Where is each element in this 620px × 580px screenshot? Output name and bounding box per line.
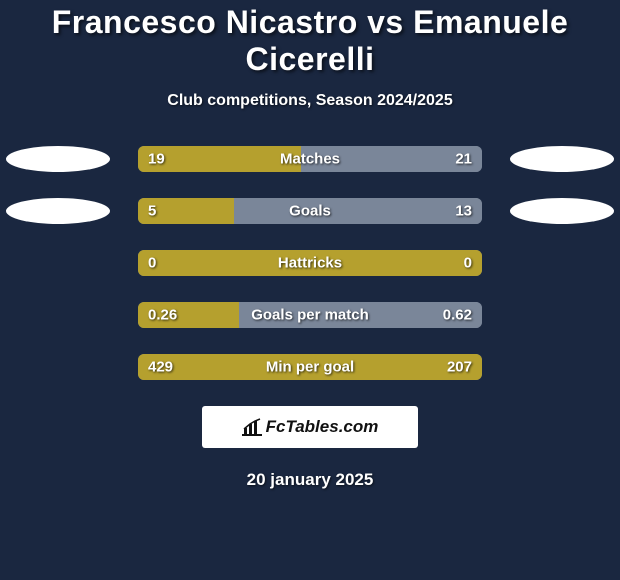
- stat-value-right: 21: [455, 151, 472, 168]
- stats-section: 19 21 Matches 5 13 Goals 0 0 Hattricks 0.26 0.62 Go…: [0, 146, 620, 380]
- stat-label: Goals: [289, 203, 331, 220]
- chart-icon: [242, 418, 262, 436]
- stat-value-right: 0: [464, 255, 472, 272]
- stat-label: Goals per match: [251, 307, 369, 324]
- stat-row: 0.26 0.62 Goals per match: [0, 302, 620, 328]
- stat-row: 429 207 Min per goal: [0, 354, 620, 380]
- player-right-oval: [510, 146, 614, 172]
- spacer: [510, 302, 614, 328]
- page-title: Francesco Nicastro vs Emanuele Cicerelli: [0, 4, 620, 78]
- stat-row: 0 0 Hattricks: [0, 250, 620, 276]
- stat-bar: 19 21 Matches: [138, 146, 482, 172]
- date-line: 20 january 2025: [0, 470, 620, 490]
- bar-fill-right: [234, 198, 482, 224]
- logo-wrap: FcTables.com: [0, 406, 620, 448]
- stat-value-left: 19: [148, 151, 165, 168]
- stat-bar: 0 0 Hattricks: [138, 250, 482, 276]
- spacer: [510, 250, 614, 276]
- logo-box[interactable]: FcTables.com: [202, 406, 418, 448]
- logo-text: FcTables.com: [266, 417, 379, 437]
- stat-bar: 5 13 Goals: [138, 198, 482, 224]
- stat-label: Matches: [280, 151, 340, 168]
- player-right-oval: [510, 198, 614, 224]
- stat-value-left: 0: [148, 255, 156, 272]
- stat-bar: 0.26 0.62 Goals per match: [138, 302, 482, 328]
- stat-value-right: 13: [455, 203, 472, 220]
- stat-row: 5 13 Goals: [0, 198, 620, 224]
- stat-value-right: 0.62: [443, 307, 472, 324]
- spacer: [6, 302, 110, 328]
- spacer: [6, 250, 110, 276]
- stat-bar: 429 207 Min per goal: [138, 354, 482, 380]
- spacer: [510, 354, 614, 380]
- player-left-oval: [6, 198, 110, 224]
- stat-label: Min per goal: [266, 359, 354, 376]
- stat-label: Hattricks: [278, 255, 342, 272]
- subtitle: Club competitions, Season 2024/2025: [0, 92, 620, 110]
- stat-value-left: 429: [148, 359, 173, 376]
- stat-value-left: 0.26: [148, 307, 177, 324]
- stat-row: 19 21 Matches: [0, 146, 620, 172]
- stat-value-right: 207: [447, 359, 472, 376]
- spacer: [6, 354, 110, 380]
- comparison-card: Francesco Nicastro vs Emanuele Cicerelli…: [0, 0, 620, 490]
- player-left-oval: [6, 146, 110, 172]
- stat-value-left: 5: [148, 203, 156, 220]
